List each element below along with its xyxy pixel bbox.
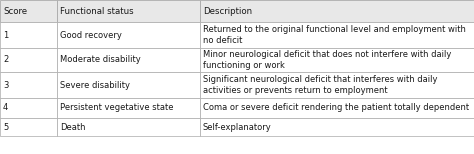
- Text: Persistent vegetative state: Persistent vegetative state: [60, 103, 173, 113]
- Text: Description: Description: [203, 6, 252, 16]
- Text: Severe disability: Severe disability: [60, 81, 130, 89]
- Text: 5: 5: [3, 122, 8, 132]
- Bar: [0, 118, 57, 136]
- Bar: [57, 118, 200, 136]
- Bar: [0, 22, 57, 48]
- Text: 4: 4: [3, 103, 8, 113]
- Text: Good recovery: Good recovery: [60, 30, 122, 39]
- Text: Significant neurological deficit that interferes with daily
activities or preven: Significant neurological deficit that in…: [203, 75, 438, 95]
- Bar: [57, 98, 200, 118]
- Text: Returned to the original functional level and employment with
no deficit: Returned to the original functional leve…: [203, 25, 466, 45]
- Text: Self-explanatory: Self-explanatory: [203, 122, 272, 132]
- Bar: [200, 48, 474, 72]
- Bar: [57, 48, 200, 72]
- Bar: [200, 22, 474, 48]
- Bar: [200, 98, 474, 118]
- Text: Death: Death: [60, 122, 85, 132]
- Text: Minor neurological deficit that does not interfere with daily
functioning or wor: Minor neurological deficit that does not…: [203, 50, 451, 70]
- Text: Functional status: Functional status: [60, 6, 134, 16]
- Bar: [57, 72, 200, 98]
- Bar: [0, 98, 57, 118]
- Text: Moderate disability: Moderate disability: [60, 55, 141, 65]
- Bar: [0, 0, 57, 22]
- Text: Coma or severe deficit rendering the patient totally dependent: Coma or severe deficit rendering the pat…: [203, 103, 469, 113]
- Text: Score: Score: [3, 6, 27, 16]
- Text: 3: 3: [3, 81, 9, 89]
- Text: 2: 2: [3, 55, 8, 65]
- Bar: [0, 48, 57, 72]
- Bar: [200, 118, 474, 136]
- Bar: [200, 0, 474, 22]
- Bar: [0, 72, 57, 98]
- Bar: [57, 0, 200, 22]
- Bar: [57, 22, 200, 48]
- Bar: [200, 72, 474, 98]
- Text: 1: 1: [3, 30, 8, 39]
